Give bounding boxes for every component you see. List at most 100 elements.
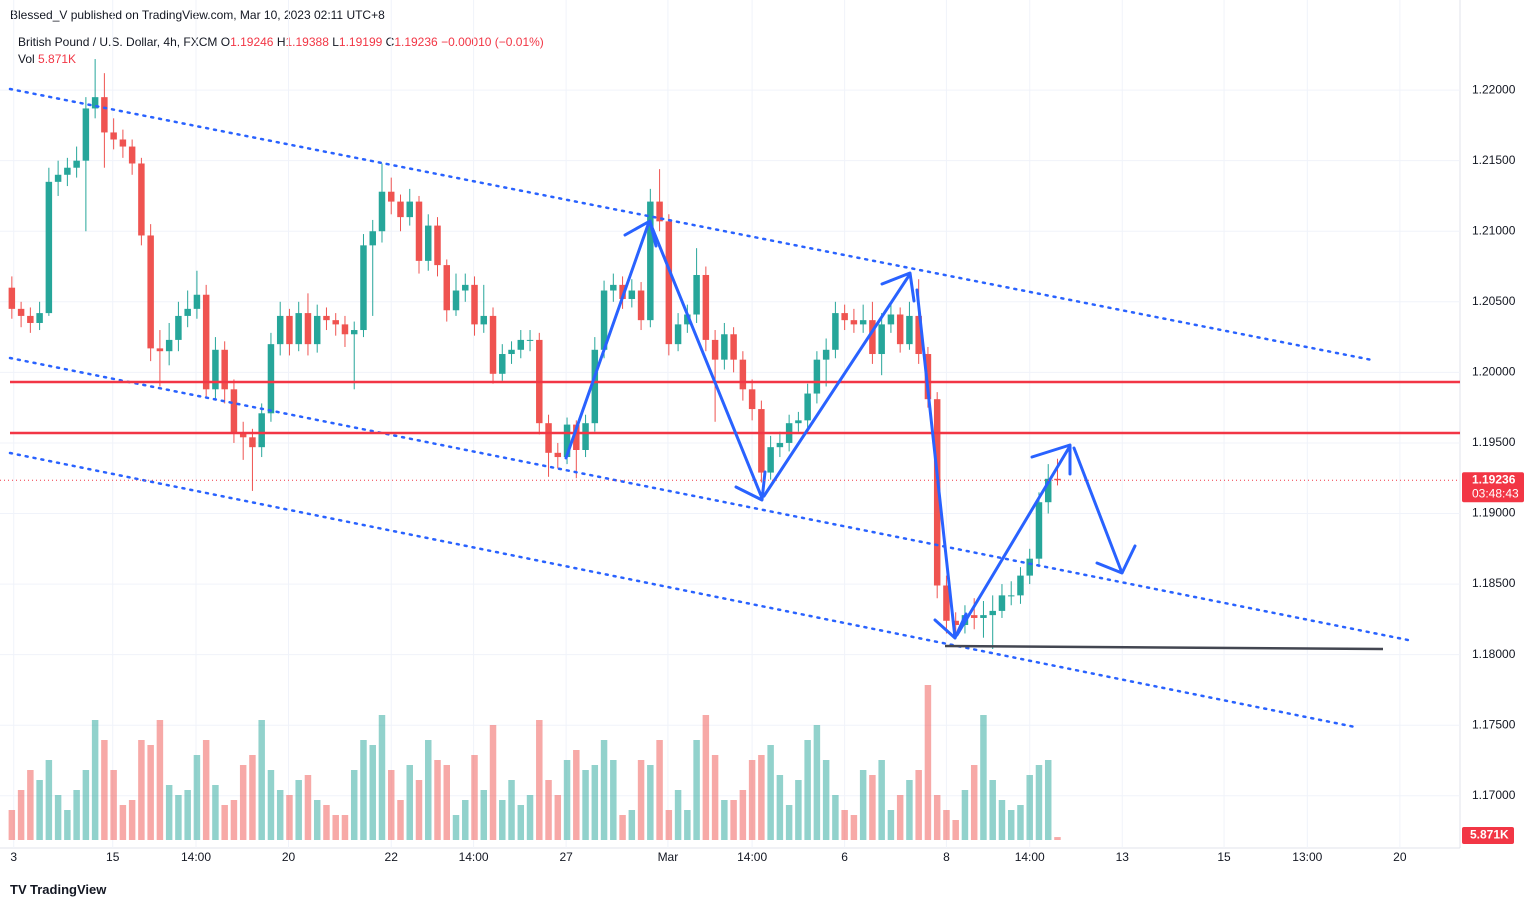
volume-bar: [554, 795, 562, 840]
volume-bar: [128, 800, 136, 840]
candle-body: [878, 324, 885, 355]
volume-bar: [175, 795, 182, 840]
candle-body: [1044, 478, 1052, 503]
candle-body: [896, 314, 904, 345]
x-tick-label: 27: [559, 850, 573, 864]
volume-bar: [462, 800, 469, 840]
volume-bar: [54, 795, 62, 840]
candle-body: [54, 174, 62, 182]
candle-body: [230, 389, 238, 434]
volume-bar: [610, 760, 617, 840]
candle-body: [748, 389, 756, 410]
volume-bar: [785, 805, 793, 840]
volume-bar: [980, 715, 987, 840]
volume-bar: [230, 800, 238, 840]
candle-body: [693, 274, 700, 315]
arrow: [1072, 446, 1137, 575]
vol-legend: Vol 5.871K: [18, 52, 76, 66]
change: −0.00010 (−0.01%): [441, 35, 544, 49]
candle-body: [462, 284, 469, 291]
volume-bar: [878, 760, 885, 840]
volume-bar: [138, 740, 145, 840]
volume-bar: [499, 800, 506, 840]
candle-body: [665, 221, 673, 345]
candle-body: [804, 393, 811, 421]
x-tick-label: 20: [282, 850, 296, 864]
candle-body: [249, 437, 256, 448]
volume-bar: [813, 725, 821, 840]
candle-body: [721, 334, 728, 360]
volume-bar: [656, 740, 663, 840]
candle-body: [859, 320, 867, 325]
arrow: [762, 271, 916, 498]
candle-body: [563, 424, 571, 458]
volume-bar: [101, 740, 108, 840]
candle-body: [1017, 575, 1024, 596]
volume-bar: [841, 810, 848, 840]
y-tick-label: 1.18500: [1472, 576, 1516, 590]
volume-bar: [8, 810, 16, 840]
volume-bar: [628, 810, 636, 840]
volume-bar: [674, 790, 682, 840]
candle-body: [489, 315, 497, 374]
candle-body: [915, 315, 922, 355]
candle-body: [998, 595, 1006, 611]
candle-body: [739, 359, 747, 390]
volume-bar: [545, 780, 552, 840]
candle-body: [184, 308, 191, 316]
volume-bar: [276, 790, 284, 840]
volume-bar: [397, 800, 404, 840]
candle-body: [369, 231, 376, 246]
h-value: 1.19388: [285, 35, 329, 49]
candle-body: [350, 330, 358, 335]
y-tick-label: 1.17000: [1472, 788, 1516, 802]
volume-bar: [443, 765, 450, 840]
volume-bar: [619, 815, 626, 840]
x-tick-label: 15: [1217, 850, 1231, 864]
volume-bar: [406, 765, 413, 840]
x-tick-label: 14:00: [459, 850, 489, 864]
volume-bar: [267, 770, 275, 840]
volume-bar: [822, 760, 830, 840]
candle-body: [45, 181, 53, 314]
arrow: [649, 223, 767, 502]
volume-bar: [73, 790, 80, 840]
candle-body: [110, 132, 117, 140]
volume-bar: [313, 800, 321, 840]
volume-bar: [156, 720, 164, 840]
volume-bar: [27, 770, 34, 840]
volume-value-label: 5.871K: [1470, 828, 1509, 842]
volume-bar: [795, 780, 802, 840]
candle-body: [508, 349, 515, 355]
candle-body: [1054, 478, 1061, 481]
volume-bar: [869, 775, 876, 840]
candle-body: [425, 225, 432, 261]
candle-body: [980, 615, 987, 618]
candle-body: [850, 320, 858, 325]
drawings: [8, 87, 1460, 729]
candle-body: [554, 452, 562, 458]
candle-body: [933, 399, 941, 586]
candle-body: [64, 167, 71, 175]
candle-body: [499, 354, 506, 374]
volume-bar: [387, 770, 395, 840]
candle-body: [73, 160, 80, 168]
candle-body: [887, 314, 895, 325]
volume-bar: [480, 790, 488, 840]
candle-body: [637, 290, 645, 321]
candle-body: [480, 315, 488, 325]
candle-body: [952, 620, 959, 626]
candle-body: [869, 320, 876, 355]
volume-bar: [1017, 805, 1024, 840]
volume-bar: [508, 780, 515, 840]
l-label: L: [332, 35, 339, 49]
volume-bar: [110, 770, 117, 840]
volume-bar: [91, 720, 99, 840]
volume-bar: [591, 765, 599, 840]
volume-bar: [961, 790, 969, 840]
volume-bar: [239, 765, 247, 840]
candle-body: [702, 274, 710, 340]
candle-body: [711, 339, 719, 360]
candle-body: [119, 139, 127, 147]
y-tick-label: 1.19500: [1472, 435, 1516, 449]
